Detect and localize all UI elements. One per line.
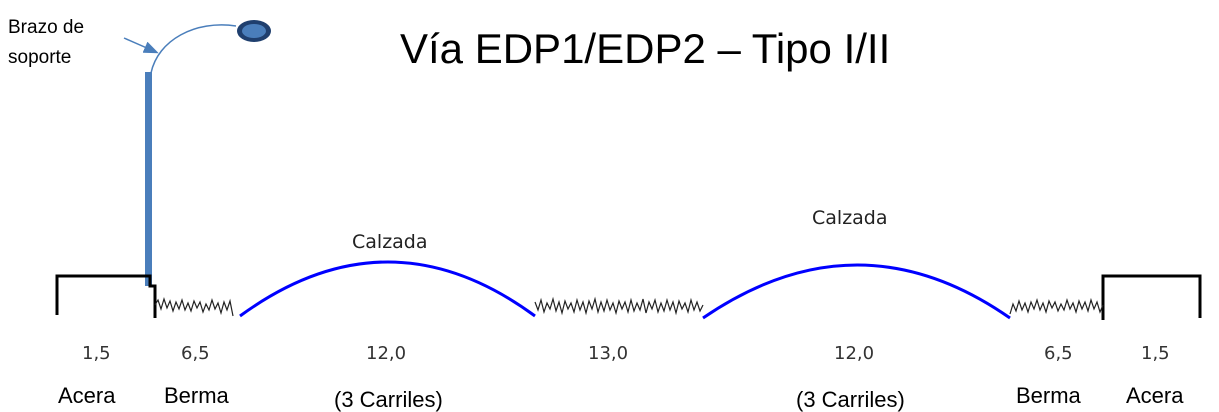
zone-left-sidewalk: Acera [58, 383, 116, 408]
dimension-right-sidewalk: 1,5 [1141, 343, 1170, 364]
dimension-right-berm: 6,5 [1044, 343, 1073, 364]
road-label-left: Calzada [352, 231, 428, 253]
right-berm [1009, 297, 1104, 315]
dimension-median: 13,0 [588, 343, 628, 364]
dimension-left-berm: 6,5 [181, 343, 210, 364]
road-label-right: Calzada [812, 207, 888, 229]
zone-left-berm: Berma [164, 383, 230, 408]
callout-label-line2: soporte [8, 47, 71, 68]
zone-left-lanes: (3 Carriles) [334, 387, 443, 412]
callout-label-line1: Brazo de [8, 17, 84, 38]
lamp-head-inner [242, 24, 266, 38]
zone-right-berm: Berma [1016, 383, 1082, 408]
zone-right-sidewalk: Acera [1126, 383, 1184, 408]
left-berm [154, 297, 234, 317]
lamp-pole [145, 72, 152, 286]
dimension-left-sidewalk: 1,5 [82, 343, 111, 364]
dimension-left-carriageway: 12,0 [366, 343, 406, 364]
right-carriageway [702, 263, 1011, 320]
diagram-title: Vía EDP1/EDP2 – Tipo I/II [400, 25, 890, 72]
median [534, 296, 704, 316]
right-sidewalk-curb [1101, 274, 1202, 320]
support-arm [150, 24, 237, 74]
left-sidewalk-curb [55, 274, 157, 318]
dimension-right-carriageway: 12,0 [834, 343, 874, 364]
callout-arrow [123, 37, 159, 54]
zone-right-lanes: (3 Carriles) [796, 387, 905, 412]
left-carriageway [239, 260, 536, 318]
